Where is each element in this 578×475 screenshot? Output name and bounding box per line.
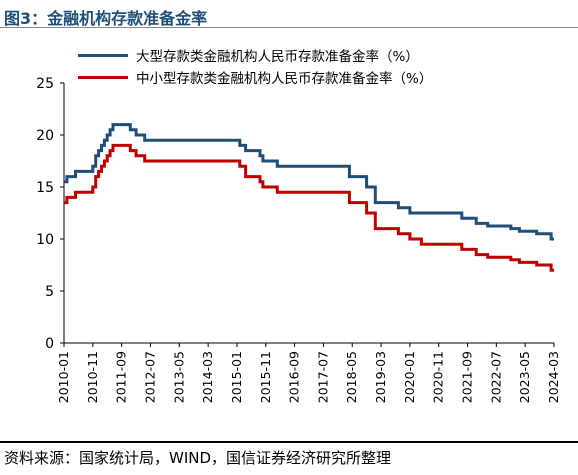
line-chart: 0 5 10 15 20 25 2010-01 2010-11 2011-09 2012-07 20… <box>36 76 561 403</box>
x-tick-label: 2013-05 <box>171 351 186 403</box>
series-line-small <box>64 143 554 272</box>
figure-title: 图3：金融机构存款准备金率 <box>4 9 208 28</box>
x-tick-label: 2019-03 <box>373 351 388 403</box>
y-tick-label: 5 <box>45 284 54 300</box>
x-tick-label: 2010-01 <box>56 351 71 403</box>
x-tick-label: 2016-09 <box>287 351 302 403</box>
x-tick-label: 2020-11 <box>431 351 446 403</box>
legend-label-large: 大型存款类金融机构人民币存款准备金率（%） <box>136 49 419 65</box>
y-tick-label: 25 <box>36 76 54 92</box>
x-tick-label: 2022-07 <box>488 351 503 403</box>
legend-item-small: 中小型存款类金融机构人民币存款准备金率（%） <box>78 66 432 88</box>
legend-swatch-large <box>78 53 128 57</box>
x-tick-label: 2012-07 <box>142 351 157 403</box>
legend-swatch-small <box>78 75 128 79</box>
x-tick-label: 2023-05 <box>517 351 532 403</box>
y-tick-label: 20 <box>36 128 54 144</box>
x-tick-label: 2015-01 <box>229 351 244 403</box>
x-tick-label: 2018-05 <box>344 351 359 403</box>
x-tick-label: 2010-11 <box>85 351 100 403</box>
x-tick-label: 2011-09 <box>114 351 129 403</box>
source-note: 资料来源：国家统计局，WIND，国信证券经济研究所整理 <box>4 449 392 467</box>
chart-legend: 大型存款类金融机构人民币存款准备金率（%） 中小型存款类金融机构人民币存款准备金… <box>78 44 432 88</box>
x-tick-label: 2014-03 <box>200 351 215 403</box>
x-tick-label: 2015-11 <box>258 351 273 403</box>
x-tick-label: 2021-09 <box>460 351 475 403</box>
legend-item-large: 大型存款类金融机构人民币存款准备金率（%） <box>78 44 432 66</box>
footer-divider <box>0 441 578 443</box>
y-tick-label: 10 <box>36 232 54 248</box>
y-tick-label: 0 <box>45 336 54 352</box>
x-tick-label: 2024-03 <box>546 351 561 403</box>
title-divider <box>0 27 578 28</box>
series-line-large <box>64 123 554 241</box>
x-tick-label: 2017-07 <box>315 351 330 403</box>
x-tick-label: 2020-01 <box>402 351 417 403</box>
legend-label-small: 中小型存款类金融机构人民币存款准备金率（%） <box>136 71 433 87</box>
y-tick-label: 15 <box>36 180 54 196</box>
